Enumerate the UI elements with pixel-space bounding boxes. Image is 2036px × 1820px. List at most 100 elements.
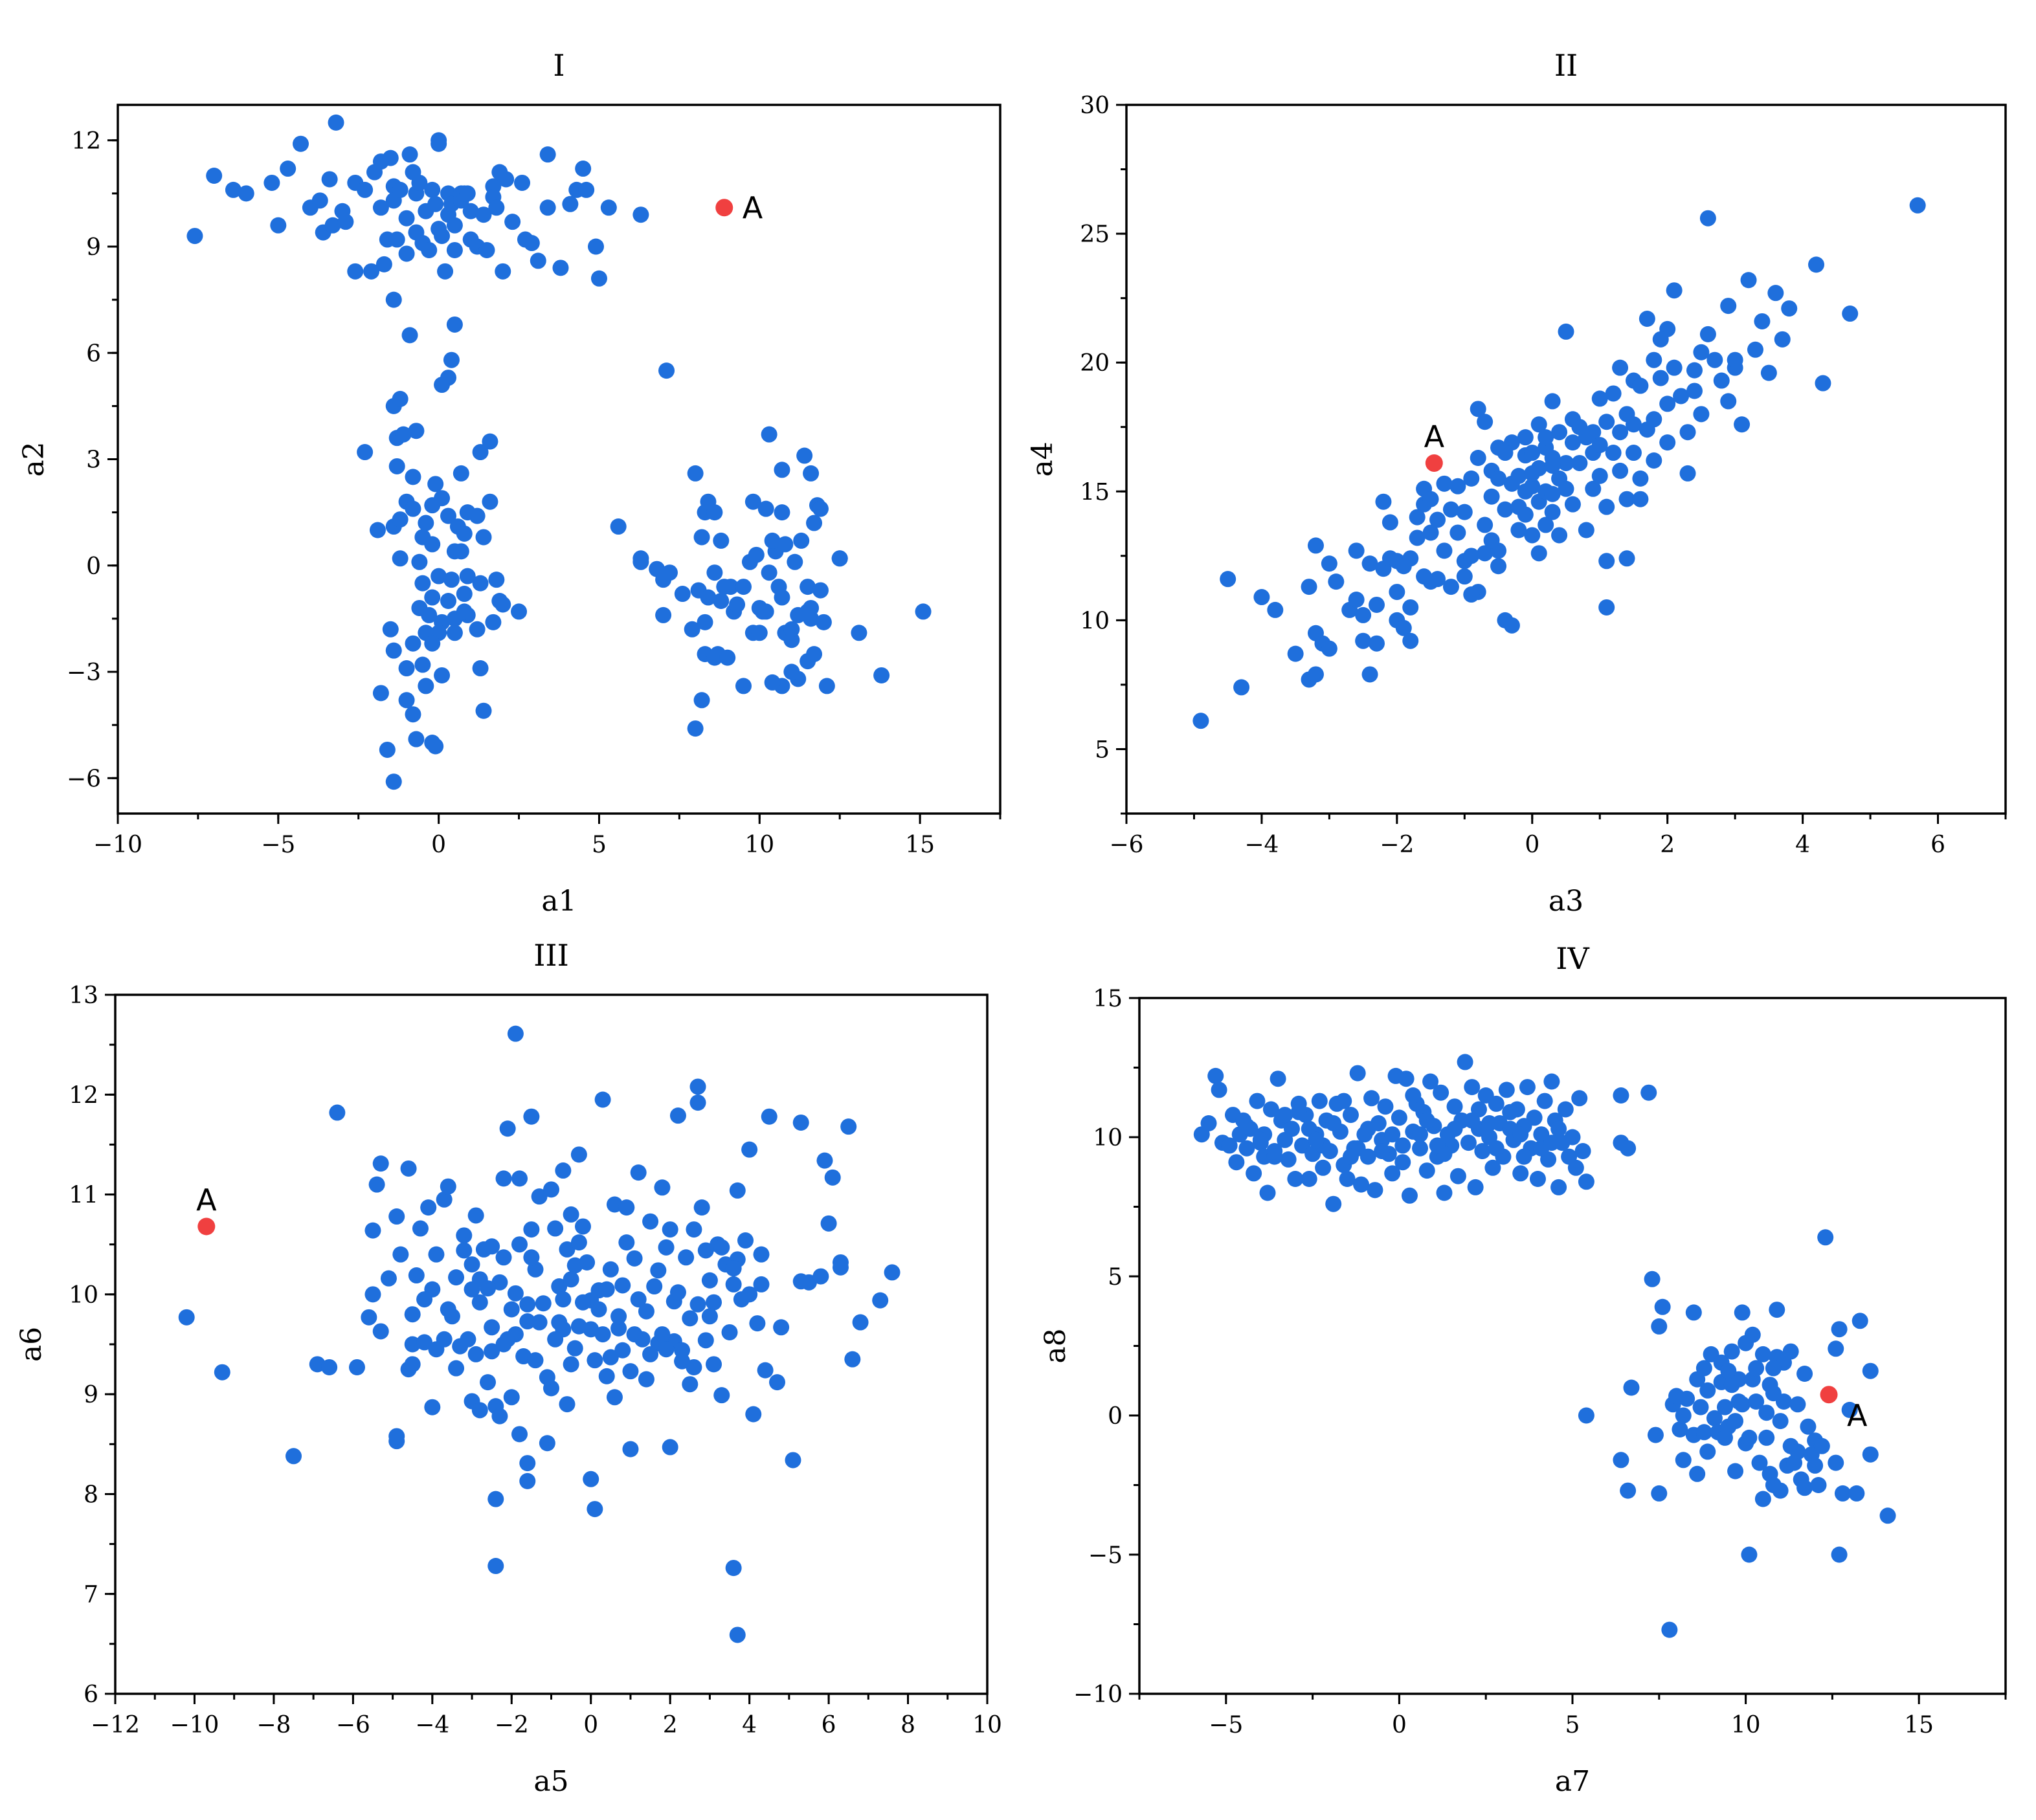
data-point-ii <box>1355 632 1372 649</box>
data-point-iii <box>428 1246 445 1263</box>
data-point-ii <box>1659 395 1676 412</box>
data-point-i <box>414 575 431 592</box>
y-tick-label-iv: 15 <box>1093 986 1123 1012</box>
data-point-ii <box>1375 493 1392 510</box>
data-point-iii <box>725 1276 742 1293</box>
data-point-iv <box>1813 1437 1830 1454</box>
data-point-iv <box>1367 1182 1383 1199</box>
data-point-i <box>523 235 540 252</box>
data-point-i <box>787 553 803 570</box>
y-tick-label-ii: 20 <box>1080 350 1110 377</box>
data-point-iii <box>669 1284 686 1301</box>
data-point-iii <box>440 1178 456 1195</box>
data-point-i <box>757 500 774 517</box>
data-point-iii <box>602 1261 619 1278</box>
data-point-iii <box>487 1491 504 1507</box>
data-point-iii <box>654 1326 671 1343</box>
data-point-iv <box>1685 1304 1702 1321</box>
data-point-iii <box>658 1239 675 1256</box>
data-point-iii <box>484 1238 500 1255</box>
data-point-i <box>398 245 415 262</box>
data-point-i <box>357 444 374 461</box>
data-point-iii <box>460 1331 476 1348</box>
data-point-ii <box>1253 589 1270 606</box>
data-point-ii <box>1307 537 1324 554</box>
x-tick-label-ii: −4 <box>1244 832 1279 858</box>
data-point-iii <box>448 1360 465 1377</box>
data-point-ii <box>1463 470 1480 487</box>
data-point-ii <box>1517 483 1534 500</box>
x-axis-label-iii: a5 <box>533 1765 568 1798</box>
y-tick-label-iii: 11 <box>69 1182 98 1209</box>
data-point-i <box>459 568 476 584</box>
data-point-iv <box>1810 1477 1827 1493</box>
data-point-iv <box>1765 1360 1782 1377</box>
data-point-ii <box>1558 480 1574 497</box>
data-point-ii <box>1477 545 1493 562</box>
data-point-iv <box>1246 1165 1262 1182</box>
data-point-i <box>812 582 829 599</box>
data-point-i <box>385 291 402 308</box>
data-point-ii <box>1551 424 1568 441</box>
data-point-iv <box>1436 1184 1453 1201</box>
data-point-iii <box>364 1222 381 1239</box>
data-point-i <box>453 465 469 482</box>
data-point-iv <box>1841 1401 1858 1418</box>
data-point-ii <box>1646 351 1662 368</box>
x-tick-label-i: 10 <box>744 832 774 858</box>
data-point-i <box>382 621 399 638</box>
data-point-ii <box>1490 558 1507 575</box>
y-tick-label-iv: −5 <box>1088 1542 1123 1569</box>
data-point-iii <box>741 1286 758 1303</box>
data-point-iii <box>630 1291 647 1308</box>
data-point-iv <box>1249 1093 1266 1109</box>
data-point-iv <box>1508 1101 1525 1118</box>
data-point-i <box>424 181 441 198</box>
data-point-iii <box>642 1346 659 1362</box>
data-point-iv <box>1620 1140 1637 1157</box>
y-axis-label-iv: a8 <box>1039 1328 1072 1363</box>
data-point-iii <box>400 1160 417 1177</box>
data-point-iii <box>686 1221 702 1238</box>
y-tick-label-iv: −10 <box>1073 1681 1123 1708</box>
data-point-i <box>655 606 672 623</box>
y-tick-label-ii: 30 <box>1080 93 1110 119</box>
data-point-iii <box>329 1104 346 1121</box>
data-point-iii <box>404 1306 421 1323</box>
data-point-iii <box>503 1389 520 1406</box>
data-point-iii <box>531 1314 548 1331</box>
data-point-iv <box>1834 1485 1851 1502</box>
data-point-iv <box>1262 1101 1279 1118</box>
data-point-iv <box>1800 1418 1817 1435</box>
data-point-i <box>405 469 421 485</box>
data-point-iii <box>404 1356 421 1373</box>
data-point-ii <box>1679 424 1696 441</box>
data-point-i <box>658 362 675 379</box>
data-point-iv <box>1519 1079 1536 1096</box>
data-point-ii <box>1220 571 1236 588</box>
data-point-iv <box>1405 1087 1422 1104</box>
data-point-i <box>482 433 498 450</box>
data-point-i <box>472 660 489 677</box>
data-point-ii <box>1382 514 1398 531</box>
data-point-i <box>328 114 344 131</box>
data-point-ii <box>1699 210 1716 227</box>
data-point-iii <box>456 1242 473 1259</box>
data-point-iii <box>523 1221 540 1238</box>
data-point-iii <box>682 1310 699 1327</box>
data-point-ii <box>1544 504 1561 520</box>
data-point-i <box>915 603 932 620</box>
data-point-iv <box>1828 1454 1844 1471</box>
y-tick-label-i: 0 <box>86 553 101 580</box>
data-point-iv <box>1550 1120 1567 1137</box>
data-point-iv <box>1654 1298 1671 1315</box>
data-point-i <box>610 518 627 535</box>
data-point-i <box>469 621 486 638</box>
data-point-iii <box>348 1359 365 1375</box>
data-point-iii <box>587 1501 603 1518</box>
data-point-ii <box>1686 362 1703 379</box>
x-tick-label-iv: −5 <box>1209 1712 1243 1738</box>
data-point-ii <box>1591 390 1608 407</box>
data-point-iv <box>1252 1131 1269 1148</box>
data-point-ii <box>1673 388 1690 405</box>
